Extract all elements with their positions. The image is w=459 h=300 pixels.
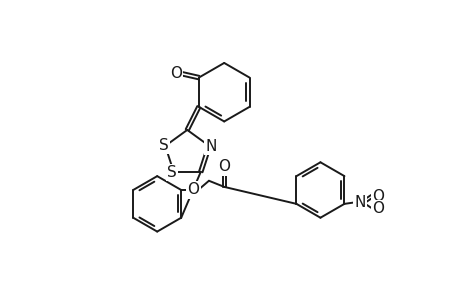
Text: O: O xyxy=(169,66,181,81)
Text: O: O xyxy=(218,159,230,174)
Text: S: S xyxy=(158,138,168,153)
Text: O: O xyxy=(371,201,384,216)
Text: N: N xyxy=(205,139,216,154)
Text: N: N xyxy=(353,195,365,210)
Text: O: O xyxy=(371,189,384,204)
Text: S: S xyxy=(167,165,177,180)
Text: O: O xyxy=(187,182,199,197)
